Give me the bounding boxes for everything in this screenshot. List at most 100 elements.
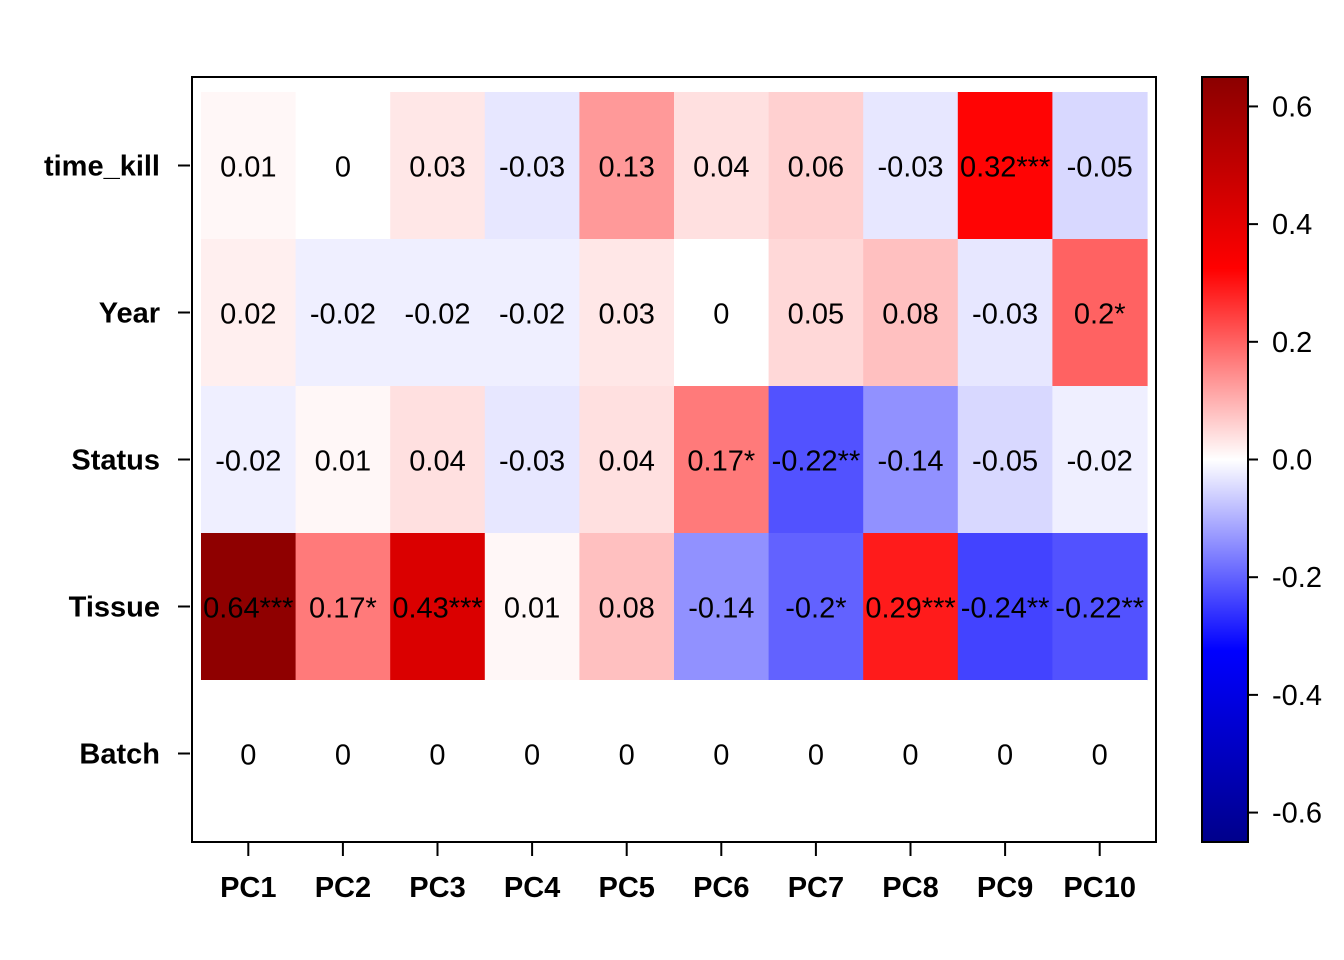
cell-value-label: -0.05 <box>972 446 1038 478</box>
plot-frame <box>191 76 1157 843</box>
cell-value-label: -0.03 <box>972 299 1038 331</box>
legend-tick-label: -0.2 <box>1272 562 1322 594</box>
heatmap-cell <box>863 92 959 240</box>
cell-value-label: 0.03 <box>409 152 465 184</box>
heatmap-cell <box>295 92 391 240</box>
cell-value-label: 0.08 <box>598 593 654 625</box>
heatmap-cell <box>201 239 297 387</box>
heatmap-cell <box>863 680 959 828</box>
cell-value-label: 0 <box>902 740 918 772</box>
cell-value-label: 0.13 <box>598 152 654 184</box>
column-label: PC9 <box>977 872 1033 904</box>
heatmap-cell <box>674 239 770 387</box>
cell-value-label: -0.2* <box>785 593 846 625</box>
heatmap-cell <box>390 239 486 387</box>
cell-value-label: -0.14 <box>688 593 754 625</box>
heatmap-cell <box>579 533 675 681</box>
heatmap-cell <box>863 533 959 681</box>
heatmap-cell <box>390 533 486 681</box>
legend-tick-label: 0.2 <box>1272 327 1312 359</box>
heatmap-cell <box>201 92 297 240</box>
cell-value-label: 0.04 <box>409 446 465 478</box>
cell-value-label: 0 <box>619 740 635 772</box>
heatmap-cell <box>201 680 297 828</box>
cell-value-label: 0.01 <box>315 446 371 478</box>
cell-value-label: 0.04 <box>693 152 749 184</box>
heatmap-cell <box>484 386 580 534</box>
cell-value-label: -0.14 <box>877 446 943 478</box>
heatmap-cell <box>579 92 675 240</box>
heatmap-cell <box>1052 680 1148 828</box>
heatmap-cell <box>1052 239 1148 387</box>
cell-value-label: 0.03 <box>598 299 654 331</box>
cell-value-label: 0.08 <box>882 299 938 331</box>
legend-ticks: -0.6 -0.4 -0.2 0.0 0.2 0.4 0.6 <box>1248 91 1322 830</box>
cell-value-label: 0 <box>240 740 256 772</box>
heatmap-cell <box>579 239 675 387</box>
cell-value-label: 0.43*** <box>392 593 482 625</box>
heatmap-cell <box>768 386 864 534</box>
heatmap-cell <box>863 239 959 387</box>
legend-tick-label: -0.6 <box>1272 798 1322 830</box>
cell-value-label: -0.22** <box>772 446 861 478</box>
heatmap-cell <box>295 386 391 534</box>
row-axis: time_kill Year Status Tissue Batch <box>44 151 190 771</box>
heatmap-cell <box>1052 386 1148 534</box>
heatmap-cell <box>957 386 1053 534</box>
cell-value-label: 0.01 <box>504 593 560 625</box>
heatmap-cell <box>390 386 486 534</box>
row-label: Batch <box>79 739 160 771</box>
legend-tick-label: 0.4 <box>1272 209 1312 241</box>
heatmap-cell <box>1052 533 1148 681</box>
cell-value-label: 0 <box>713 740 729 772</box>
legend-tick-label: 0.6 <box>1272 91 1312 123</box>
cell-value-label: -0.02 <box>310 299 376 331</box>
heatmap-cell <box>295 239 391 387</box>
heatmap-cell <box>768 239 864 387</box>
heatmap-cell <box>390 92 486 240</box>
cell-value-label: 0.32*** <box>960 152 1050 184</box>
heatmap-cell <box>390 680 486 828</box>
column-label: PC1 <box>220 872 276 904</box>
row-label: Year <box>99 298 160 330</box>
heatmap-cell <box>674 386 770 534</box>
cell-value-label: 0.2* <box>1074 299 1126 331</box>
cell-value-label: 0 <box>808 740 824 772</box>
cell-value-label: 0.04 <box>598 446 654 478</box>
cell-value-label: 0.02 <box>220 299 276 331</box>
cell-value-label: 0 <box>713 299 729 331</box>
cell-value-label: 0 <box>335 740 351 772</box>
color-legend: -0.6 -0.4 -0.2 0.0 0.2 0.4 0.6 <box>1201 76 1322 843</box>
cell-value-label: 0 <box>997 740 1013 772</box>
heatmap-cell <box>957 680 1053 828</box>
heatmap-cell <box>295 680 391 828</box>
cell-value-label: -0.02 <box>404 299 470 331</box>
cell-value-label: 0.64*** <box>203 593 293 625</box>
cell-value-label: 0.06 <box>788 152 844 184</box>
heatmap-cell <box>674 533 770 681</box>
heatmap-cell <box>674 680 770 828</box>
heatmap-cell <box>579 386 675 534</box>
legend-colorbar <box>1201 76 1249 843</box>
heatmap-cells <box>201 92 1148 828</box>
column-label: PC2 <box>315 872 371 904</box>
heatmap-cell <box>579 680 675 828</box>
heatmap-cell <box>863 386 959 534</box>
column-label: PC10 <box>1063 872 1136 904</box>
row-label: Tissue <box>69 592 160 624</box>
cell-value-label: -0.22** <box>1055 593 1144 625</box>
cell-value-label: -0.05 <box>1067 152 1133 184</box>
column-label: PC8 <box>882 872 938 904</box>
cell-value-label: 0.17* <box>309 593 377 625</box>
row-label: time_kill <box>44 151 160 183</box>
cell-value-label: -0.03 <box>499 446 565 478</box>
legend-tick-label: -0.4 <box>1272 680 1322 712</box>
heatmap-cell <box>484 239 580 387</box>
heatmap-cell <box>201 386 297 534</box>
cell-value-label: 0 <box>429 740 445 772</box>
column-label: PC6 <box>693 872 749 904</box>
heatmap-cell <box>768 680 864 828</box>
column-label: PC3 <box>409 872 465 904</box>
cell-value-label: 0.01 <box>220 152 276 184</box>
column-label: PC4 <box>504 872 560 904</box>
